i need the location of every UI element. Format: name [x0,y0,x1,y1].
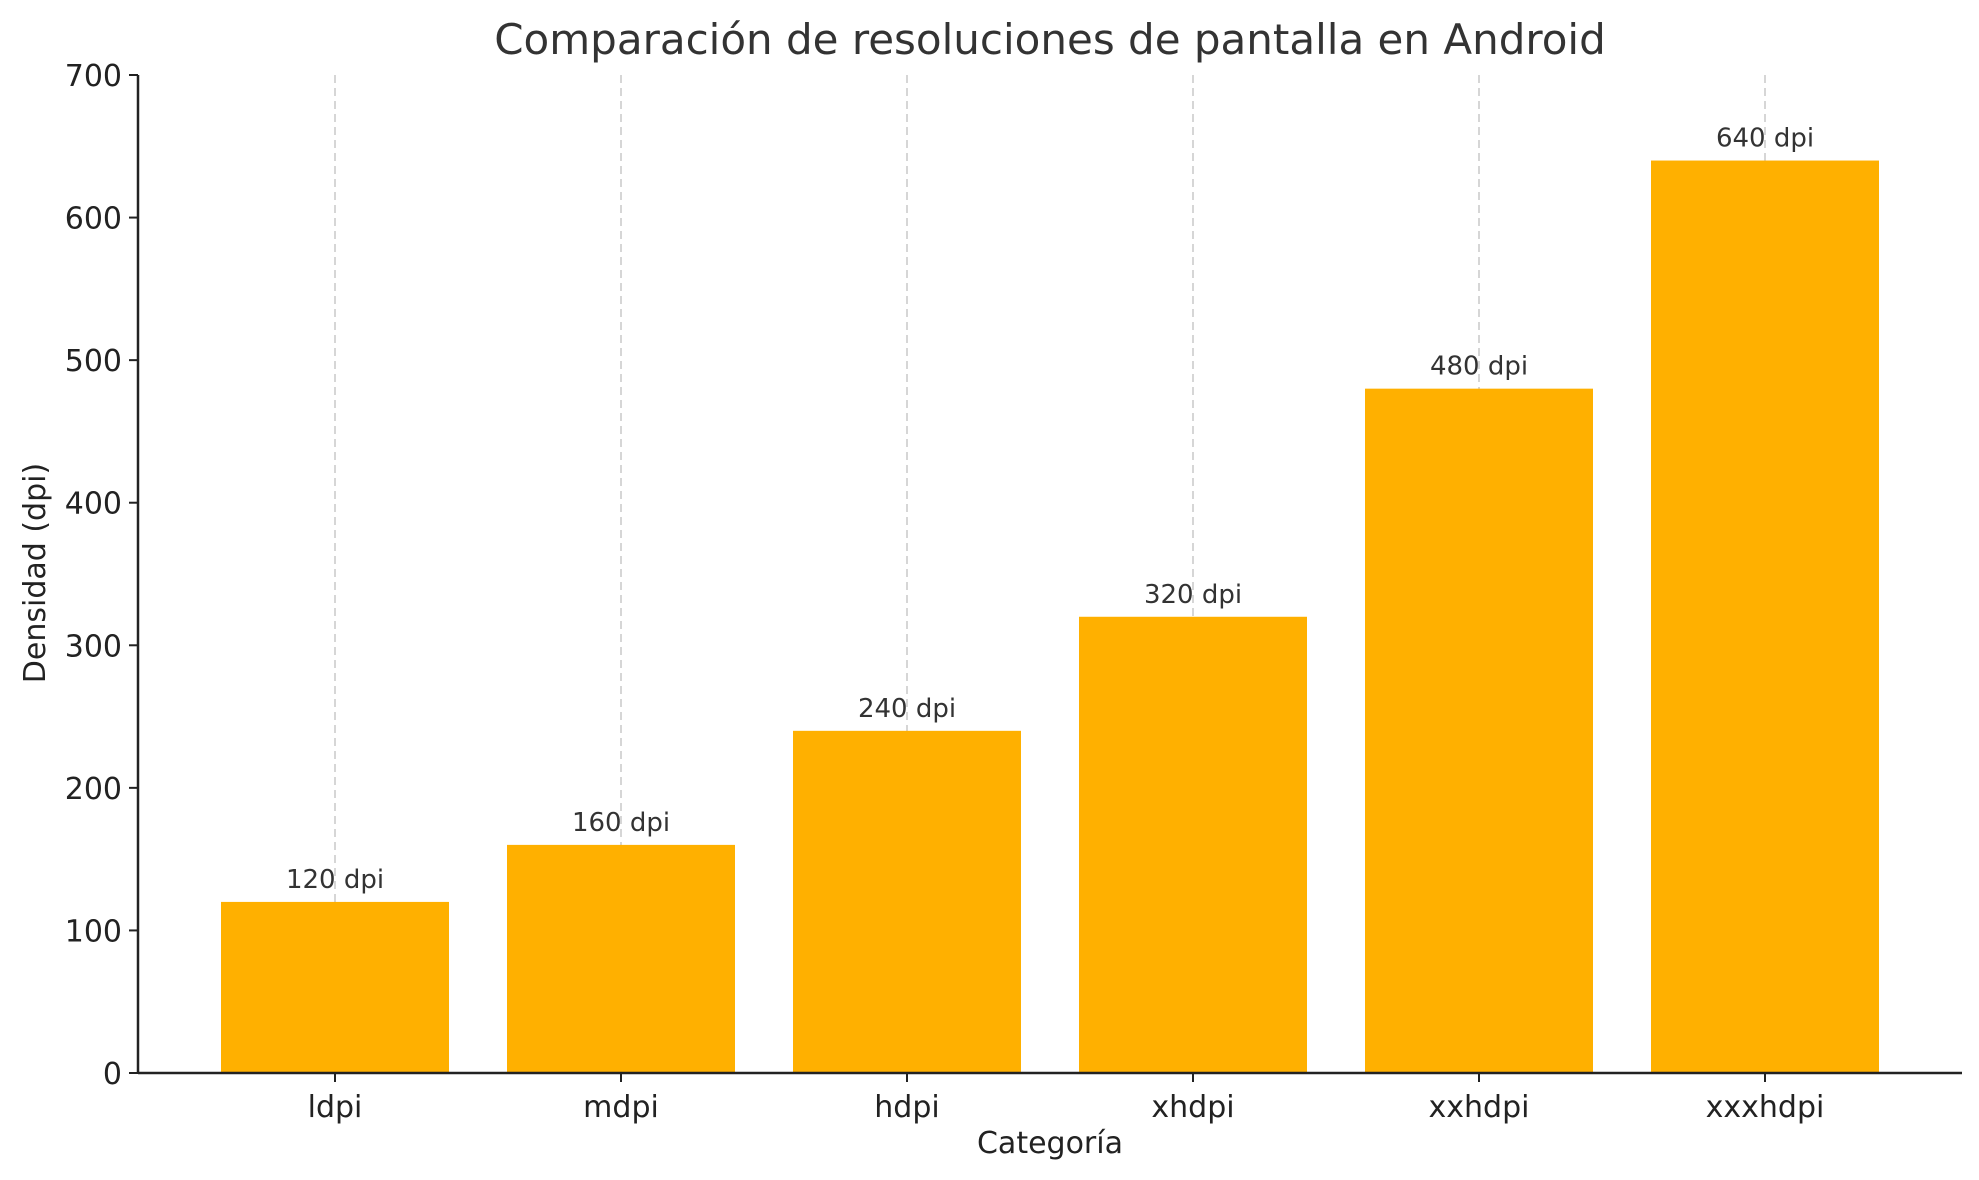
y-tick-label-400: 400 [65,487,122,522]
bar-mdpi [507,844,735,1073]
bars-layer [221,160,1879,1074]
y-tick-label-100: 100 [65,914,122,949]
y-tick-label-200: 200 [65,772,122,807]
data-labels-layer: 120 dpi 160 dpi 240 dpi 320 dpi 480 dpi 640 d… [286,124,1814,895]
x-tick-label-hdpi: hdpi [874,1090,939,1125]
x-tick-label-ldpi: ldpi [308,1090,363,1125]
bar-xhdpi [1079,616,1307,1073]
data-label-xhdpi: 320 dpi [1144,580,1242,610]
x-tick-label-xxxhdpi: xxxhdpi [1706,1090,1825,1125]
bar-hdpi [793,730,1021,1073]
bar-xxhdpi [1365,388,1593,1074]
data-label-ldpi: 120 dpi [286,865,384,895]
data-label-xxhdpi: 480 dpi [1430,352,1528,382]
y-tick-label-600: 600 [65,202,122,237]
bar-ldpi [221,901,449,1073]
y-tick-label-300: 300 [65,629,122,664]
data-label-xxxhdpi: 640 dpi [1716,124,1814,154]
bar-xxxhdpi [1651,160,1879,1074]
x-tick-label-mdpi: mdpi [583,1090,659,1125]
y-axis-label: Densidad (dpi) [18,463,53,683]
chart-title: Comparación de resoluciones de pantalla … [494,15,1606,64]
x-tick-label-xxhdpi: xxhdpi [1429,1090,1530,1125]
y-tick-label-700: 700 [65,59,122,94]
axes-layer: ldpi mdpi hdpi xhdpi xxhdpi xxxhdpi 0 100 200 300… [65,59,1962,1125]
data-label-hdpi: 240 dpi [858,694,956,724]
y-tick-label-0: 0 [103,1057,122,1092]
data-label-mdpi: 160 dpi [572,808,670,838]
y-tick-label-500: 500 [65,344,122,379]
x-tick-label-xhdpi: xhdpi [1151,1090,1234,1125]
x-axis-label: Categoría [977,1126,1123,1161]
